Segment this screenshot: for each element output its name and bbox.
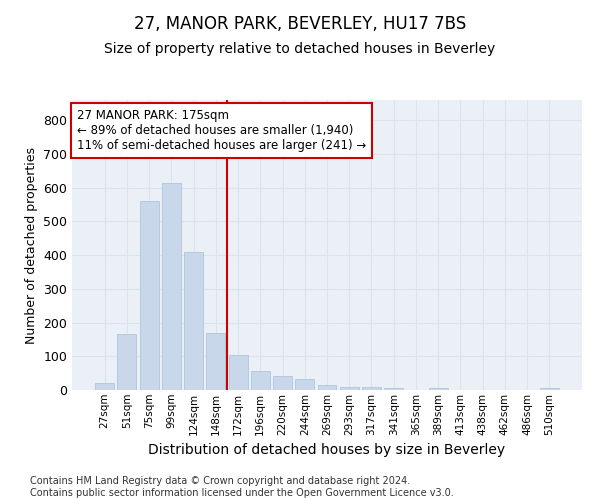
- Bar: [384, 388, 403, 390]
- Text: Contains HM Land Registry data © Crown copyright and database right 2024.
Contai: Contains HM Land Registry data © Crown c…: [30, 476, 454, 498]
- Bar: [362, 388, 381, 390]
- Bar: [118, 334, 136, 390]
- Bar: [229, 354, 248, 390]
- Text: 27 MANOR PARK: 175sqm
← 89% of detached houses are smaller (1,940)
11% of semi-d: 27 MANOR PARK: 175sqm ← 89% of detached …: [77, 108, 367, 152]
- Text: 27, MANOR PARK, BEVERLEY, HU17 7BS: 27, MANOR PARK, BEVERLEY, HU17 7BS: [134, 15, 466, 33]
- Y-axis label: Number of detached properties: Number of detached properties: [25, 146, 38, 344]
- Bar: [251, 372, 270, 390]
- Bar: [540, 388, 559, 390]
- Bar: [162, 182, 181, 390]
- Bar: [295, 379, 314, 390]
- Bar: [95, 384, 114, 390]
- Bar: [140, 201, 158, 390]
- Bar: [429, 388, 448, 390]
- Bar: [184, 252, 203, 390]
- Bar: [273, 376, 292, 390]
- Bar: [340, 386, 359, 390]
- Text: Size of property relative to detached houses in Beverley: Size of property relative to detached ho…: [104, 42, 496, 56]
- X-axis label: Distribution of detached houses by size in Beverley: Distribution of detached houses by size …: [148, 443, 506, 457]
- Bar: [317, 385, 337, 390]
- Bar: [206, 332, 225, 390]
